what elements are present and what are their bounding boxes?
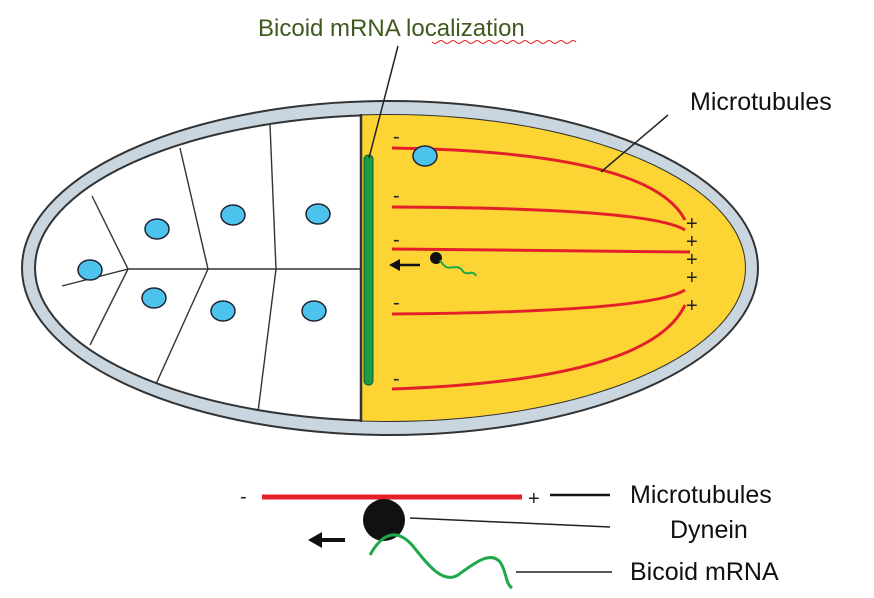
microtubules-leader-line (600, 114, 669, 173)
legend-minus-sign: - (240, 486, 247, 508)
legend-plus-sign: + (528, 488, 540, 510)
minus-sign: - (393, 292, 400, 314)
legend-bicoid-mrna (368, 533, 514, 590)
bicoid-mrna-small (439, 259, 477, 277)
nucleus (305, 203, 331, 225)
legend-dynein-leader (409, 517, 611, 528)
plus-sign: + (686, 213, 698, 235)
minus-sign: - (393, 368, 400, 390)
nucleus (412, 145, 438, 167)
diagram-title: Bicoid mRNA localization (258, 15, 525, 42)
nucleus (144, 218, 170, 240)
nucleus (220, 204, 246, 226)
bicoid-localization-bar (363, 154, 374, 386)
legend-microtubules-label: Microtubules (630, 481, 772, 509)
nucleus (77, 259, 103, 281)
dynein-motor-small (430, 252, 442, 264)
plus-sign: + (686, 267, 698, 289)
plus-sign: + (686, 249, 698, 271)
title-leader-line (368, 45, 399, 159)
legend-arrowhead (308, 532, 322, 548)
minus-sign: - (393, 126, 400, 148)
nucleus (301, 300, 327, 322)
minus-sign: - (393, 229, 400, 251)
legend-dynein (363, 499, 405, 541)
minus-sign: - (393, 185, 400, 207)
microtubules-yolk (391, 146, 691, 391)
nuclei (77, 145, 438, 322)
microtubules-label: Microtubules (690, 88, 832, 116)
plus-sign: + (686, 295, 698, 317)
legend-mrna-label: Bicoid mRNA (630, 558, 779, 586)
plus-sign: + (686, 231, 698, 253)
title-underline-squiggle (431, 40, 577, 44)
nucleus (141, 287, 167, 309)
dynein-arrowhead (389, 259, 400, 271)
legend-dynein-label: Dynein (670, 516, 748, 544)
nucleus (210, 300, 236, 322)
